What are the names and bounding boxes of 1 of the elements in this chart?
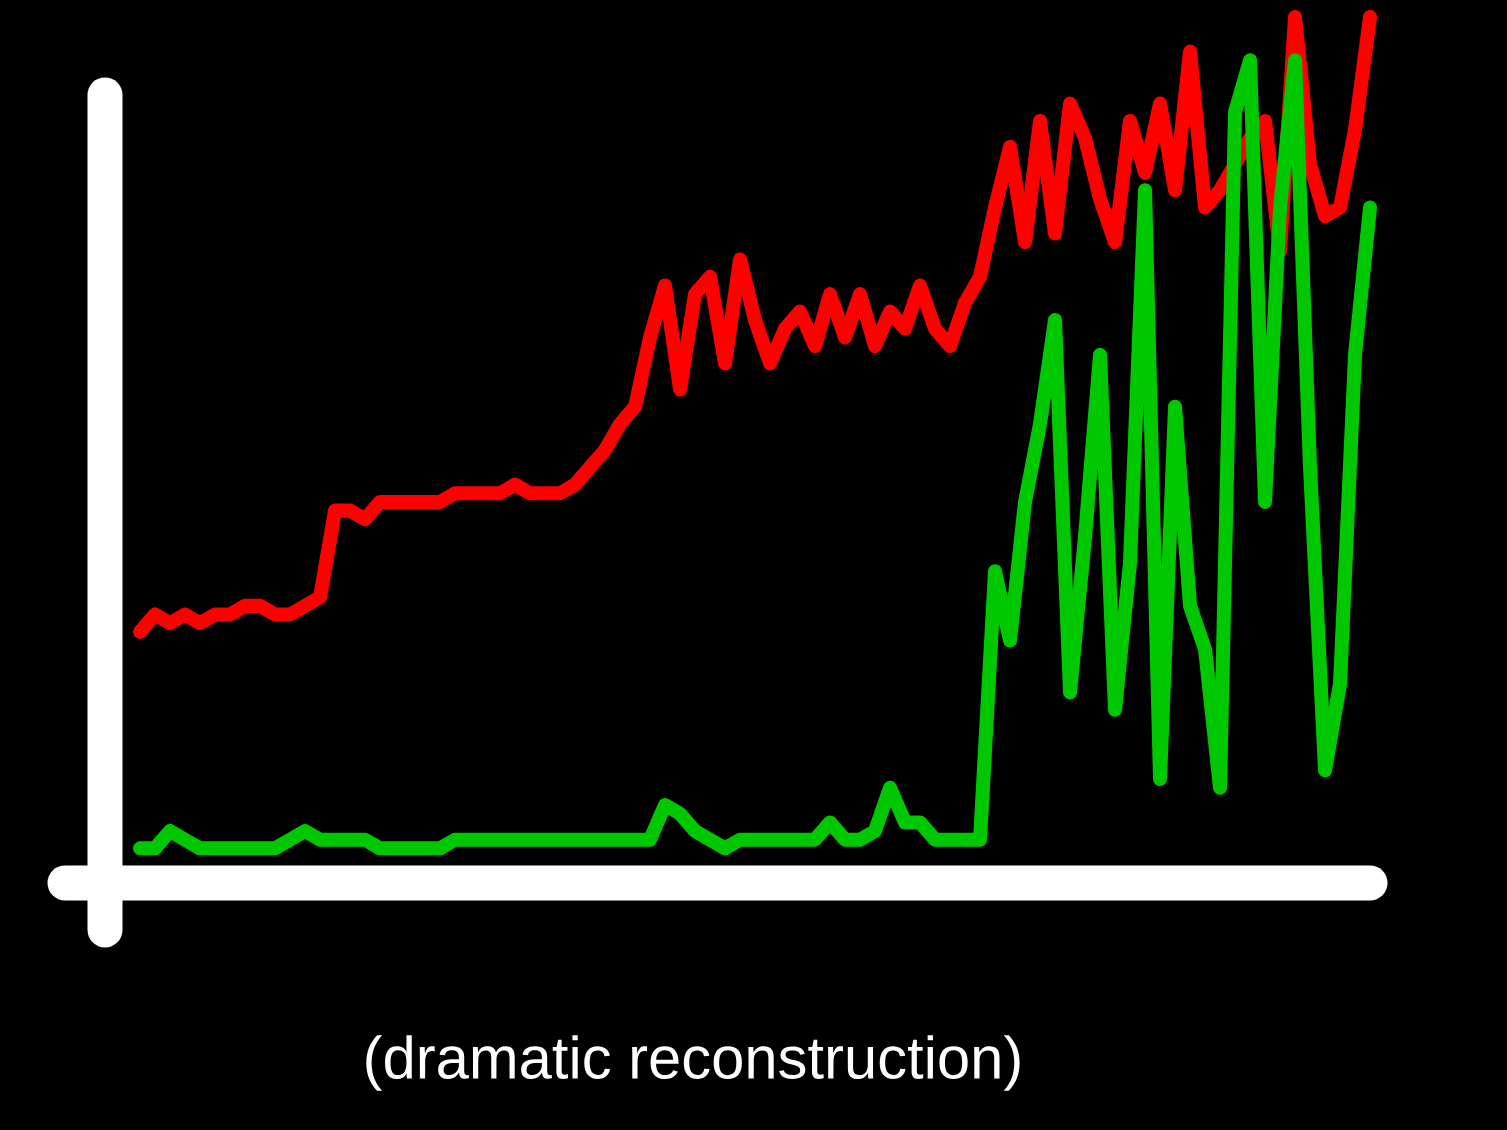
text: (dramatic reconstruction) bbox=[366, 1035, 1020, 1091]
